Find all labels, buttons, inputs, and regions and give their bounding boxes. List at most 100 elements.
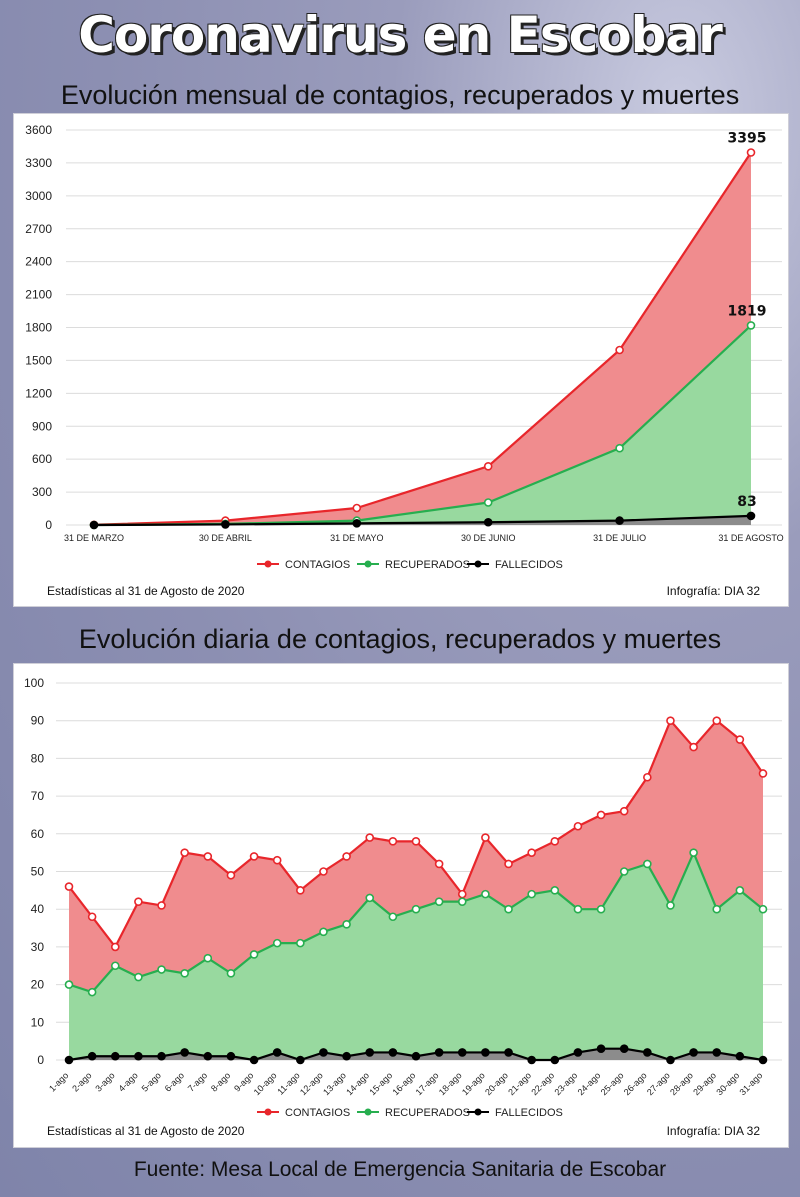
fallecidos-point: [221, 520, 230, 529]
legend-marker-fallecidos: [474, 1108, 482, 1116]
x-tick-label: 8-ago: [209, 1070, 232, 1093]
data-label: 1819: [728, 303, 767, 319]
contagios-point: [365, 833, 375, 842]
contagios-area: [94, 152, 751, 526]
contagios-point: [481, 833, 490, 842]
fallecidos-point: [249, 1055, 259, 1065]
contagios-point: [342, 852, 351, 861]
y-tick-label: 3000: [25, 189, 52, 203]
fallecidos-point: [89, 520, 99, 530]
fallecidos-point: [615, 516, 624, 525]
y-tick-label: 1200: [25, 386, 52, 400]
recuperados-point: [157, 965, 166, 974]
contagios-point: [758, 769, 768, 778]
x-tick-label: 28-ago: [668, 1070, 695, 1097]
data-label: 3395: [728, 130, 767, 146]
recuperados-point: [758, 904, 768, 914]
x-tick-label: 31-ago: [738, 1070, 765, 1097]
contagios-point: [296, 886, 305, 895]
y-tick-label: 20: [31, 978, 45, 992]
contagios-point: [746, 148, 756, 157]
x-tick-label: 13-ago: [321, 1070, 348, 1097]
contagios-point: [87, 912, 97, 922]
recuperados-point: [388, 912, 398, 922]
y-tick-label: 50: [31, 865, 45, 879]
x-tick-label: 5-ago: [140, 1070, 163, 1093]
recuperados-point: [180, 968, 189, 978]
recuperados-point: [483, 498, 493, 507]
data-label: 83: [737, 494, 756, 510]
contagios-point: [203, 852, 213, 861]
fallecidos-point: [411, 1051, 421, 1061]
x-tick-label: 31 DE MAYO: [330, 533, 383, 543]
contagios-point: [615, 345, 624, 355]
x-tick-label: 3-ago: [93, 1070, 116, 1093]
y-tick-label: 100: [24, 676, 44, 690]
recuperados-point: [615, 443, 624, 453]
contagios-point: [573, 821, 583, 831]
y-tick-label: 0: [45, 518, 52, 532]
recuperados-point: [319, 927, 328, 937]
contagios-point: [272, 855, 282, 865]
contagios-point: [411, 837, 421, 846]
recuperados-point: [746, 321, 756, 330]
fallecidos-point: [134, 1051, 143, 1061]
fallecidos-point: [483, 517, 493, 527]
recuperados-point: [689, 848, 698, 857]
x-tick-label: 14-ago: [344, 1070, 371, 1097]
fallecidos-point: [619, 1044, 629, 1053]
recuperados-point: [110, 961, 120, 971]
main-title: Coronavirus en Escobar: [78, 6, 723, 64]
contagios-point: [735, 735, 745, 744]
legend-label-fallecidos: FALLECIDOS: [495, 559, 563, 571]
fallecidos-point: [180, 1048, 189, 1057]
fallecidos-point: [735, 1051, 745, 1061]
fallecidos-point: [319, 1048, 328, 1057]
contagios-line: [93, 151, 752, 526]
monthly-chart: 0 300 600 900 1200 1500 1800 2100 2400 2700 3000 33…: [25, 123, 783, 571]
legend-marker-recuperados: [364, 1108, 372, 1116]
y-tick-label: 3600: [25, 123, 52, 137]
y-tick-label: 80: [31, 751, 45, 765]
x-tick-label: 15-ago: [367, 1070, 394, 1097]
fallecidos-point: [746, 511, 756, 521]
contagios-point: [643, 772, 652, 782]
recuperados-point: [203, 953, 213, 963]
y-tick-label: 40: [31, 902, 45, 916]
fallecidos-point: [365, 1048, 375, 1057]
contagios-point: [157, 901, 166, 910]
contagios-point: [434, 859, 444, 869]
recuperados-point: [573, 904, 583, 914]
x-tick-label: 27-ago: [645, 1070, 672, 1097]
x-tick-label: 31 DE MARZO: [64, 533, 124, 543]
recuperados-point: [712, 904, 722, 914]
recuperados-point: [249, 950, 259, 959]
recuperados-point: [272, 938, 282, 948]
contagios-point: [110, 942, 120, 952]
x-tick-label: 11-ago: [275, 1070, 301, 1096]
x-tick-label: 1-ago: [47, 1070, 70, 1093]
fallecidos-point: [203, 1051, 213, 1061]
legend-marker-contagios: [264, 560, 272, 568]
x-tick-label: 31 DE AGOSTO: [718, 533, 783, 543]
x-tick-label: 30 DE JUNIO: [461, 533, 516, 543]
fallecidos-point: [64, 1055, 74, 1065]
legend-label-contagios: CONTAGIOS: [285, 1107, 350, 1119]
y-tick-label: 2700: [25, 222, 52, 236]
x-tick-label: 10-ago: [252, 1070, 279, 1097]
contagios-point: [712, 716, 722, 726]
x-tick-label: 29-ago: [691, 1070, 718, 1097]
contagios-point: [504, 859, 513, 869]
daily-chart-title: Evolución diaria de contagios, recuperad…: [78, 624, 722, 654]
x-tick-label: 30 DE ABRIL: [199, 533, 252, 543]
y-tick-label: 10: [31, 1015, 45, 1029]
contagios-point: [352, 503, 362, 513]
contagios-point: [666, 716, 675, 726]
y-tick-label: 2100: [25, 288, 52, 302]
x-tick-label: 19-ago: [460, 1070, 487, 1097]
x-tick-label: 18-ago: [437, 1070, 464, 1097]
contagios-point: [226, 870, 236, 880]
contagios-point: [596, 810, 606, 820]
recuperados-point: [735, 886, 745, 895]
recuperados-point: [434, 897, 444, 906]
